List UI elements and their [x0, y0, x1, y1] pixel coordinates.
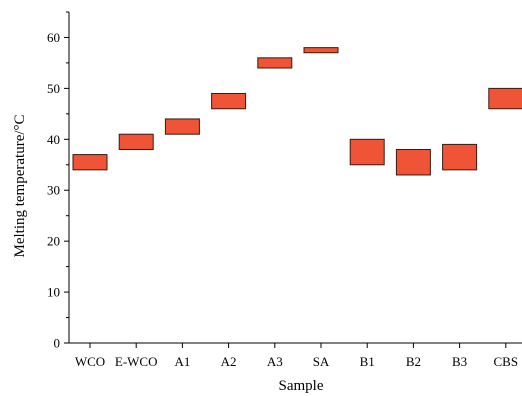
- bar-group: [72, 47, 522, 176]
- x-tick-label: SA: [313, 354, 330, 369]
- range-bar-a2: [211, 92, 247, 110]
- y-axis-title: Melting temperature/°C: [12, 114, 28, 257]
- range-bar-b1: [349, 138, 385, 166]
- x-tick-label: A3: [267, 354, 283, 369]
- y-tick-label: 20: [47, 234, 60, 249]
- range-bar-b3: [442, 143, 478, 171]
- x-tick-label: B1: [360, 354, 375, 369]
- y-tick-label: 40: [47, 132, 60, 147]
- y-tick-label: 50: [47, 81, 60, 96]
- x-tick-label: A1: [174, 354, 190, 369]
- y-tick-label: 0: [54, 336, 61, 351]
- x-axis-title: Sample: [279, 378, 324, 394]
- y-tick-label: 10: [47, 285, 60, 300]
- x-tick-label: CBS: [494, 354, 519, 369]
- x-tick-label: WCO: [75, 354, 105, 369]
- y-tick-label: 30: [47, 183, 60, 198]
- range-bar-wco: [72, 154, 108, 171]
- range-bar-sa: [303, 47, 339, 54]
- x-tick-label: B2: [406, 354, 421, 369]
- range-bar-cbs: [488, 87, 522, 110]
- x-tick-label: E-WCO: [115, 354, 158, 369]
- range-bar-b2: [395, 148, 431, 176]
- range-bar-e-wco: [118, 133, 154, 150]
- x-tick-label: B3: [452, 354, 467, 369]
- x-tick-label: A2: [221, 354, 237, 369]
- range-bar-a1: [164, 118, 200, 135]
- range-bar-a3: [257, 57, 293, 69]
- y-tick-label: 60: [47, 30, 60, 45]
